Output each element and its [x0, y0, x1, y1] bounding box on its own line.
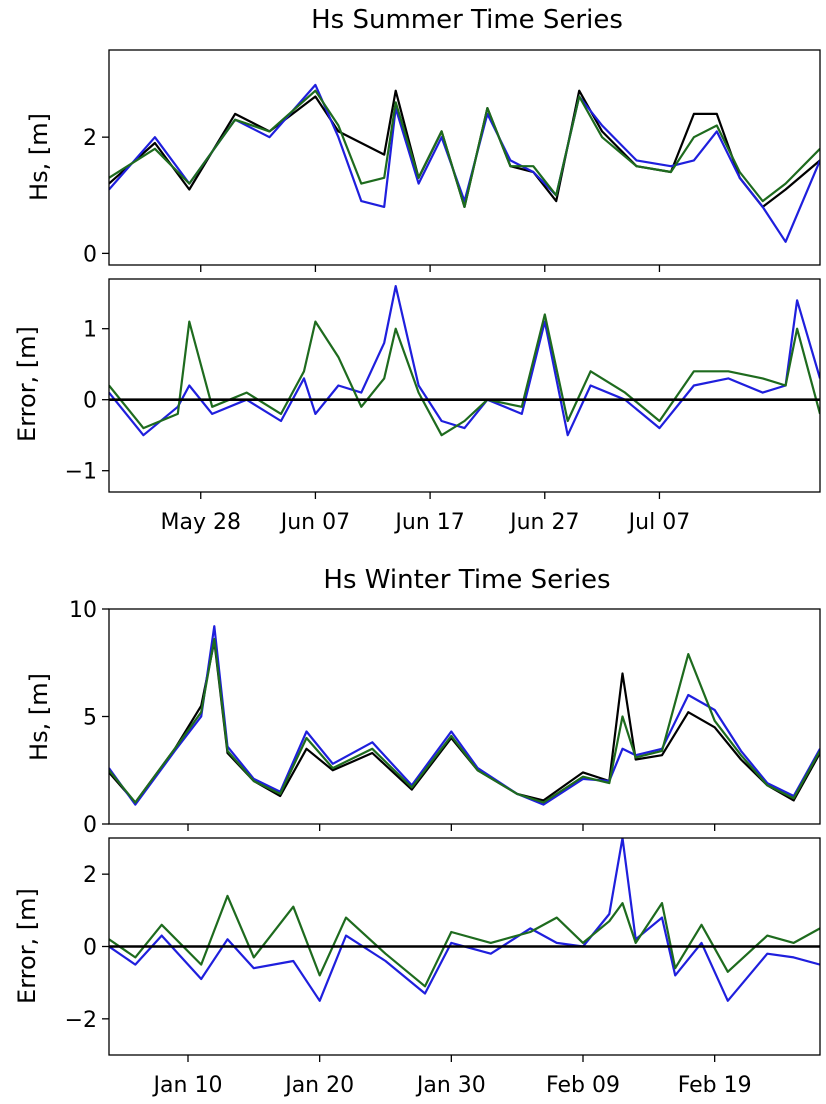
summer-hs-plot-area: 02: [83, 49, 821, 272]
y-tick-label: 1: [83, 318, 97, 343]
winter-hs-plot-area: 0 5 10: [69, 598, 821, 838]
winter-error-plot-area: −2 0 2 Jan 10 Jan 20 Jan 30 Feb 09 Feb 19: [65, 837, 821, 1098]
x-tick-label: Jul 07: [627, 510, 691, 535]
summer-hs-ylabel: Hs, [m]: [25, 113, 53, 201]
error-green-line: [109, 313, 820, 437]
y-tick-label: 2: [83, 126, 97, 151]
summer-error-plot-area: −1 0 1 May 28 Jun 07 Jun 17 Jun 27 Jul 07: [65, 278, 821, 535]
x-tick-label: May 28: [160, 510, 240, 535]
axes-frame: [108, 278, 821, 493]
winter-error-ylabel: Error, [m]: [13, 888, 41, 1004]
x-tick-label: Jun 27: [508, 510, 579, 535]
x-tick-label: Jan 20: [283, 1073, 354, 1098]
winter-hs-ylabel: Hs, [m]: [25, 673, 53, 761]
model-green-line: [109, 89, 820, 208]
y-tick-label: 2: [83, 863, 97, 888]
model-green-line: [109, 637, 820, 804]
y-tick-label: 5: [83, 706, 97, 731]
y-tick-label: 0: [83, 389, 97, 414]
summer-hs-panel: Hs Summer Time Series Hs, [m] 02: [25, 5, 821, 272]
observed-line: [109, 89, 820, 208]
winter-title: Hs Winter Time Series: [323, 565, 610, 595]
y-tick-label: 0: [83, 242, 97, 267]
axes-frame: [108, 49, 821, 266]
x-tick-label: Feb 09: [546, 1073, 620, 1098]
error-green-line: [109, 894, 820, 988]
y-tick-label: 0: [83, 813, 97, 838]
winter-hs-panel: Hs Winter Time Series Hs, [m] 0 5 10: [25, 565, 821, 838]
summer-error-panel: Error, [m] −1 0 1 May 28 Jun 07 Jun 17 Jun 27 J…: [13, 278, 821, 535]
y-tick-label: −1: [65, 460, 97, 485]
error-blue-line: [109, 838, 820, 1002]
x-tick-label: Jun 07: [279, 510, 350, 535]
x-tick-label: Jun 17: [393, 510, 464, 535]
summer-error-ylabel: Error, [m]: [13, 326, 41, 442]
x-tick-label: Jan 10: [152, 1073, 223, 1098]
x-tick-label: Feb 19: [678, 1073, 752, 1098]
model-blue-line: [109, 83, 820, 243]
winter-error-panel: Error, [m] −2 0 2 Jan 10 Jan 20 Jan 30 Feb 09 F…: [13, 837, 821, 1098]
model-blue-line: [109, 625, 820, 806]
observed-line: [109, 640, 820, 804]
y-tick-label: 10: [69, 598, 97, 623]
y-tick-label: −2: [65, 1008, 97, 1033]
summer-title: Hs Summer Time Series: [311, 5, 623, 35]
error-blue-line: [109, 285, 820, 437]
x-tick-label: Jan 30: [415, 1073, 486, 1098]
y-tick-label: 0: [83, 936, 97, 961]
